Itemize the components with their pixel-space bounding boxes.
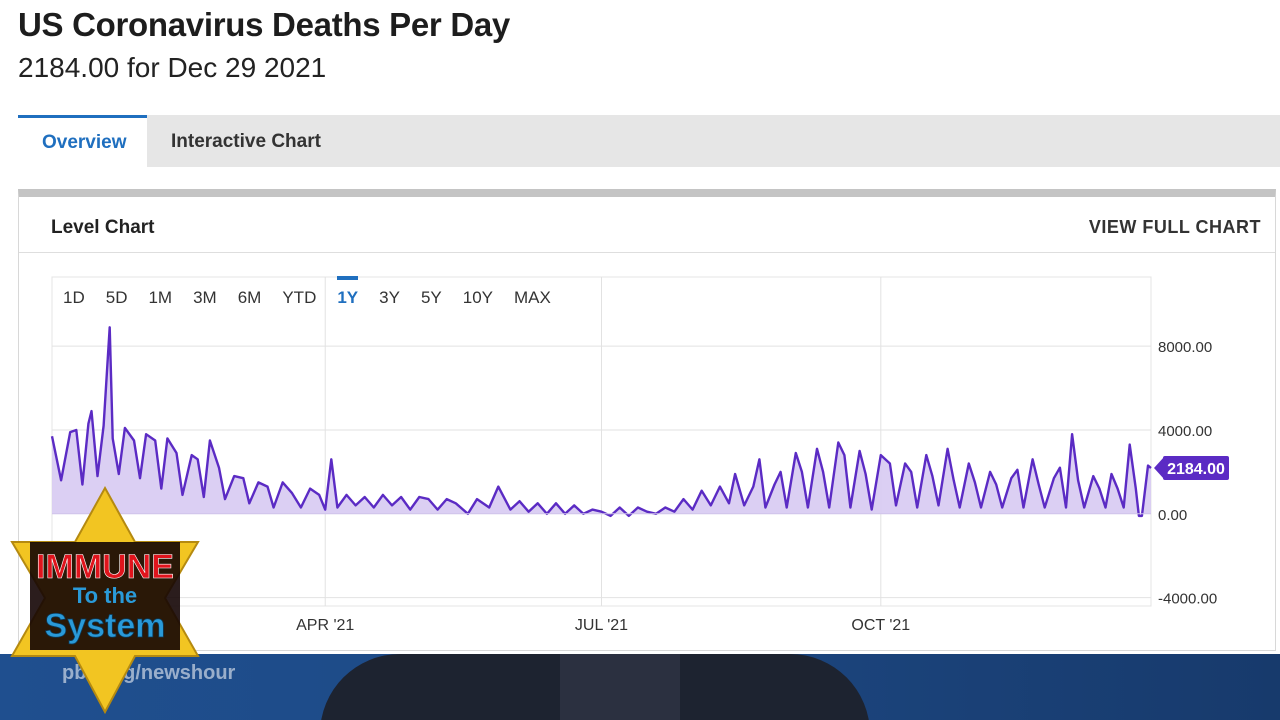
badge-line3: System (45, 607, 166, 645)
range-3m[interactable]: 3M (193, 288, 217, 307)
y-tick-label: 4000.00 (1158, 423, 1212, 440)
y-tick-label: 8000.00 (1158, 339, 1212, 356)
y-tick-label: -4000.00 (1158, 591, 1217, 608)
range-ytd[interactable]: YTD (282, 288, 317, 307)
last-value-pointer (1154, 457, 1164, 480)
x-tick-label: OCT '21 (851, 617, 910, 634)
video-collar (560, 654, 680, 720)
range-5d[interactable]: 5D (105, 288, 128, 307)
immune-badge: IMMUNE To the System (10, 485, 200, 715)
range-1y[interactable]: 1Y (337, 276, 358, 312)
range-1d[interactable]: 1D (63, 288, 85, 307)
x-tick-label: JUL '21 (575, 617, 628, 634)
tab-interactive-chart[interactable]: Interactive Chart (171, 131, 321, 152)
level-chart-panel: Level Chart VIEW FULL CHART (18, 189, 1276, 651)
tab-overview[interactable]: Overview (18, 115, 147, 167)
badge-line2: To the (73, 583, 137, 608)
range-3y[interactable]: 3Y (379, 288, 400, 307)
tab-bar: Overview Interactive Chart (18, 115, 1280, 167)
badge-backdrop (30, 542, 180, 650)
video-strip (0, 654, 1280, 720)
range-1m[interactable]: 1M (148, 288, 173, 307)
view-full-chart-link[interactable]: VIEW FULL CHART (1088, 217, 1261, 237)
page-subtitle: 2184.00 for Dec 29 2021 (18, 52, 327, 83)
badge-line1: IMMUNE (36, 548, 174, 586)
range-selector: 1D 5D 1M 3M 6M YTD 1Y 3Y 5Y 10Y MAX (63, 276, 572, 312)
x-tick-label: APR '21 (296, 617, 354, 634)
last-value-box (1163, 456, 1229, 481)
range-max[interactable]: MAX (513, 288, 551, 307)
y-tick-label: 0.00 (1158, 507, 1187, 524)
panel-divider (19, 252, 1275, 253)
series-line (50, 326, 1152, 518)
page-title: US Coronavirus Deaths Per Day (18, 6, 510, 43)
range-10y[interactable]: 10Y (462, 288, 493, 307)
last-value-label: 2184.00 (1167, 461, 1225, 478)
range-6m[interactable]: 6M (237, 288, 262, 307)
range-5y[interactable]: 5Y (420, 288, 442, 307)
panel-title: Level Chart (51, 217, 155, 238)
